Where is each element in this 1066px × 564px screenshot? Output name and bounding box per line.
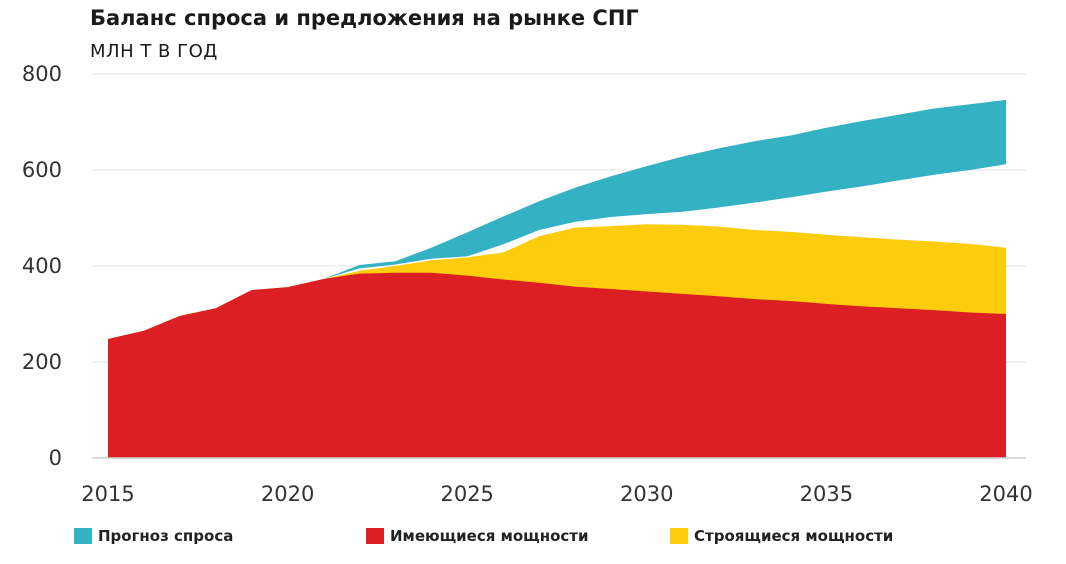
x-tick-label-2015: 2015 <box>81 482 134 506</box>
y-tick-label-600: 600 <box>22 158 62 182</box>
area-existing-capacity <box>108 272 1006 458</box>
y-tick-label-0: 0 <box>49 446 62 470</box>
area-demand-forecast <box>108 99 1006 339</box>
y-tick-label-200: 200 <box>22 350 62 374</box>
legend-item-existing: Имеющиеся мощности <box>366 525 589 547</box>
legend-swatch-existing <box>366 528 384 544</box>
legend-label-demand: Прогноз спроса <box>98 527 234 545</box>
legend-swatch-under-construction <box>670 528 688 544</box>
x-tick-label-2040: 2040 <box>979 482 1032 506</box>
legend-label-under-construction: Строящиеся мощности <box>694 527 894 545</box>
legend-item-demand: Прогноз спроса <box>74 525 233 547</box>
x-tick-label-2025: 2025 <box>440 482 493 506</box>
y-tick-label-800: 800 <box>22 62 62 86</box>
y-tick-label-400: 400 <box>22 254 62 278</box>
x-tick-label-2020: 2020 <box>261 482 314 506</box>
legend-swatch-demand <box>74 528 92 544</box>
x-tick-label-2035: 2035 <box>800 482 853 506</box>
x-tick-label-2030: 2030 <box>620 482 673 506</box>
chart-subtitle: МЛН Т В ГОД <box>90 41 218 62</box>
chart-plot: 0 200 400 600 800 2015 2020 2025 2030 2035 2040 <box>22 62 1033 506</box>
chart-title: Баланс спроса и предложения на рынке СПГ <box>90 6 639 30</box>
legend-item-under-construction: Строящиеся мощности <box>670 525 893 547</box>
legend-label-existing: Имеющиеся мощности <box>390 527 589 545</box>
